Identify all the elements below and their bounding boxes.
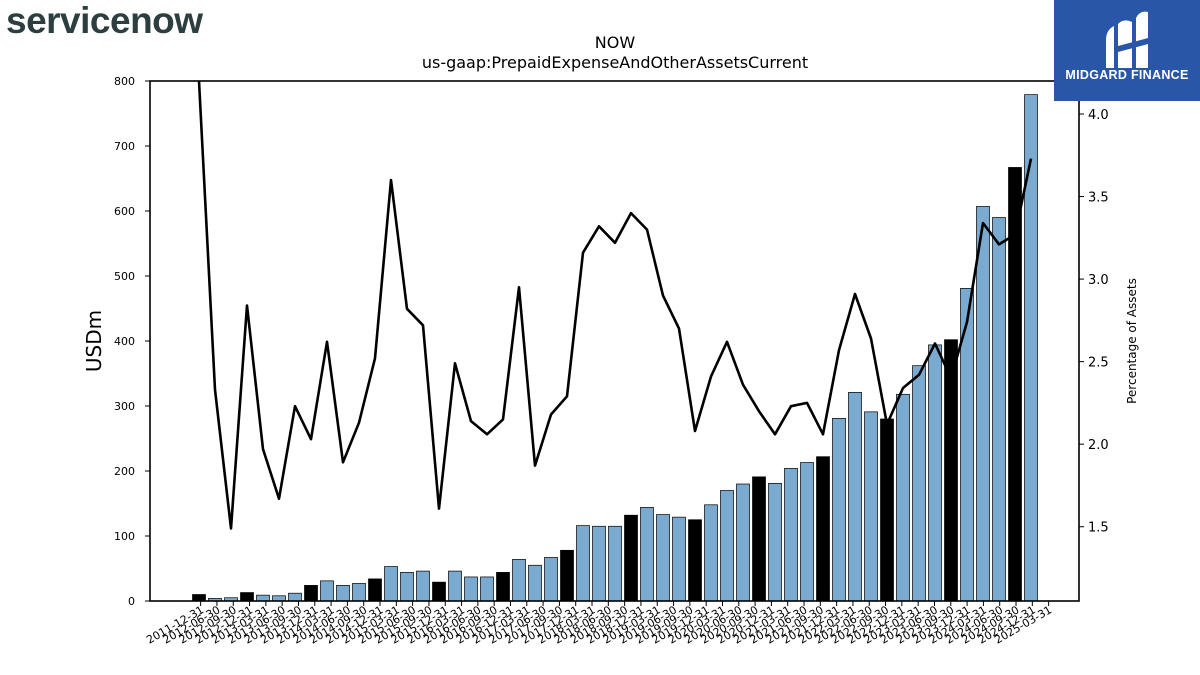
- bar-2020-06-30: [736, 483, 750, 602]
- bar-2022-09-30: [880, 418, 894, 602]
- bar-2015-06-30: [416, 570, 430, 602]
- bar-2020-12-31: [768, 483, 782, 602]
- bar-2014-09-30: [368, 578, 382, 602]
- chart-subtitle: us-gaap:PrepaidExpenseAndOtherAssetsCurr…: [422, 53, 808, 72]
- bar-2013-06-30: [288, 592, 302, 602]
- bar-2018-06-30: [608, 525, 622, 602]
- left-axis-ticks: 0 100 200 300 400 500 600 700 800: [114, 75, 150, 608]
- y2-tick-label: 3.0: [1088, 273, 1109, 288]
- bar-2012-09-30: [240, 592, 254, 602]
- bar-2018-12-31: [640, 507, 654, 602]
- bar-2014-12-31: [384, 566, 398, 602]
- bar-2021-12-31: [832, 418, 846, 602]
- bars-group: [192, 94, 1038, 602]
- y2-tick-label: 2.5: [1088, 356, 1109, 371]
- bar-2019-06-30: [672, 516, 686, 602]
- bar-2019-09-30: [688, 519, 702, 602]
- servicenow-logo-text: servicenow: [6, 0, 203, 41]
- y-tick-label: 800: [114, 75, 135, 88]
- midgard-emblem-icon: [1106, 11, 1148, 69]
- y-tick-label: 100: [114, 530, 135, 543]
- bar-2022-12-31: [896, 393, 910, 602]
- bar-2018-09-30: [624, 514, 638, 602]
- y-tick-label: 500: [114, 270, 135, 283]
- y-tick-label: 0: [128, 595, 135, 608]
- bar-2016-03-31: [464, 576, 478, 602]
- y2-tick-label: 1.5: [1088, 521, 1109, 536]
- bar-2017-09-30: [560, 549, 574, 602]
- y-tick-label: 300: [114, 400, 135, 413]
- bar-2021-09-30: [816, 456, 830, 602]
- y-tick-label: 700: [114, 140, 135, 153]
- bar-2014-06-30: [352, 583, 366, 602]
- bar-2015-09-30: [432, 581, 446, 602]
- x-axis-ticks: 2011-12-312012-06-302012-09-302012-12-31…: [144, 601, 1054, 647]
- y-tick-label: 600: [114, 205, 135, 218]
- bar-2023-03-31: [912, 365, 926, 602]
- y2-axis-label: Percentage of Assets: [1125, 278, 1139, 404]
- bar-2024-03-31: [976, 206, 990, 602]
- bar-2018-03-31: [592, 525, 606, 602]
- y2-tick-label: 4.0: [1088, 108, 1109, 123]
- bar-2024-12-31: [1024, 94, 1038, 602]
- bar-2014-03-31: [336, 585, 350, 602]
- midgard-finance-logo: MIDGARD FINANCE: [1054, 0, 1200, 101]
- bar-2017-06-30: [544, 557, 558, 602]
- bar-2017-12-31: [576, 525, 590, 602]
- bar-2017-03-31: [528, 564, 542, 602]
- bar-2012-12-31: [256, 594, 270, 602]
- servicenow-logo: servicenow: [6, 0, 203, 42]
- midgard-finance-label: MIDGARD FINANCE: [1065, 68, 1189, 82]
- bar-2020-03-31: [720, 490, 734, 602]
- bar-2021-06-30: [800, 462, 814, 602]
- bar-2013-12-31: [320, 580, 334, 602]
- bar-2020-09-30: [752, 476, 766, 602]
- y2-tick-label: 2.0: [1088, 438, 1109, 453]
- bar-2021-03-31: [784, 468, 798, 602]
- bar-2023-06-30: [928, 344, 942, 602]
- bar-2022-06-30: [864, 411, 878, 602]
- bar-2019-12-31: [704, 504, 718, 602]
- y-tick-label: 400: [114, 335, 135, 348]
- y2-tick-label: 3.5: [1088, 191, 1109, 206]
- right-axis-ticks: 1.5 2.0 2.5 3.0 3.5 4.0: [1079, 108, 1109, 536]
- bar-2016-06-30: [480, 576, 494, 602]
- y-axis-label: USDm: [82, 310, 106, 372]
- bar-2015-12-31: [448, 570, 462, 602]
- bar-2024-06-30: [992, 217, 1006, 602]
- bar-2015-03-31: [400, 572, 414, 602]
- percentage-of-assets-line: [197, 80, 1033, 530]
- bar-2013-09-30: [304, 585, 318, 602]
- bar-2011-12-31: [192, 594, 206, 602]
- y-tick-label: 200: [114, 465, 135, 478]
- chart-title: NOW: [595, 33, 636, 52]
- bar-2016-12-31: [512, 559, 526, 602]
- bar-2019-03-31: [656, 514, 670, 602]
- bar-2022-03-31: [848, 392, 862, 602]
- bar-2016-09-30: [496, 572, 510, 602]
